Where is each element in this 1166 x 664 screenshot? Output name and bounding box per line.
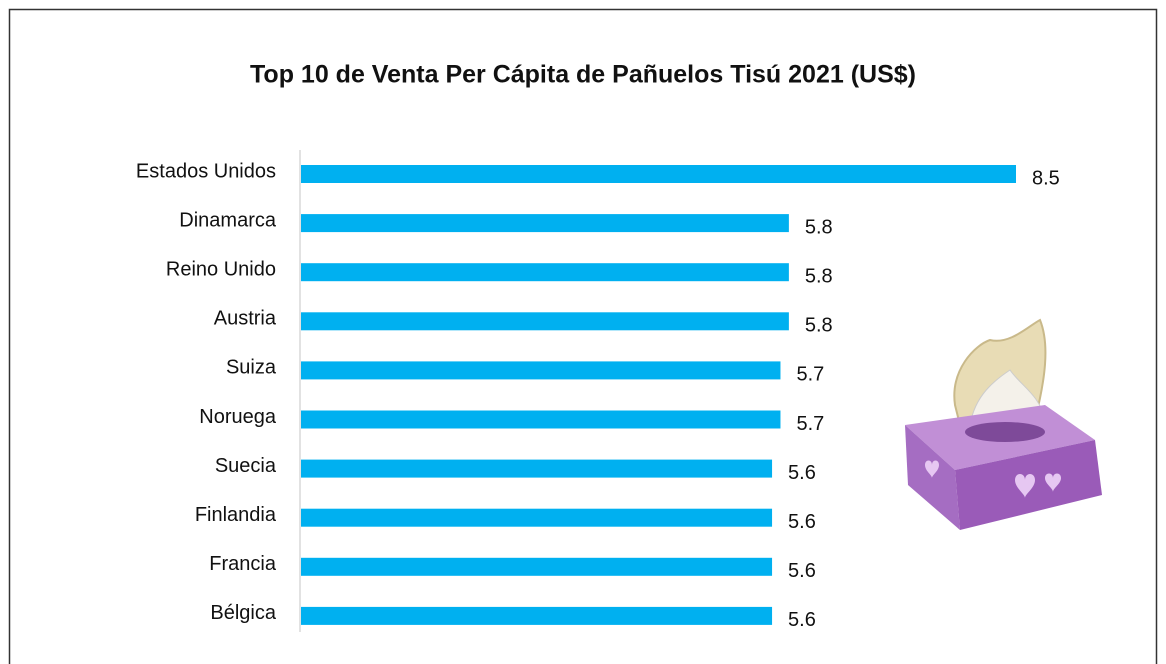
- data-label: 5.8: [805, 315, 833, 337]
- bar: [301, 165, 1016, 183]
- bar: [301, 410, 781, 429]
- data-label: 5.7: [796, 413, 824, 435]
- y-tick-label: Dinamarca: [179, 209, 277, 231]
- bar: [301, 263, 789, 282]
- data-label: 5.6: [788, 511, 816, 533]
- bar: [301, 606, 773, 625]
- chart-title: Top 10 de Venta Per Cápita de Pañuelos T…: [250, 61, 916, 89]
- bar: [301, 214, 789, 233]
- data-label: 8.5: [1032, 167, 1060, 189]
- bar: [301, 361, 781, 380]
- y-tick-label: Estados Unidos: [136, 160, 276, 182]
- data-label: 5.7: [796, 364, 824, 386]
- y-tick-label: Noruega: [199, 406, 277, 428]
- y-tick-label: Reino Unido: [166, 258, 276, 280]
- data-label: 5.6: [788, 462, 816, 484]
- bar: [301, 312, 789, 331]
- y-tick-label: Suiza: [226, 357, 277, 379]
- y-tick-label: Suecia: [215, 455, 277, 477]
- y-tick-label: Francia: [209, 553, 277, 575]
- data-label: 5.6: [788, 560, 816, 582]
- tissue-box-icon: [905, 318, 1102, 530]
- y-tick-label: Austria: [214, 308, 277, 330]
- data-label: 5.8: [805, 265, 833, 287]
- bar: [301, 508, 773, 527]
- bar: [301, 557, 773, 576]
- y-tick-label: Bélgica: [210, 602, 276, 624]
- data-label: 5.6: [788, 609, 816, 631]
- bar: [301, 459, 773, 478]
- y-tick-label: Finlandia: [195, 504, 277, 526]
- data-label: 5.8: [805, 216, 833, 238]
- chart-frame: [8, 8, 1158, 664]
